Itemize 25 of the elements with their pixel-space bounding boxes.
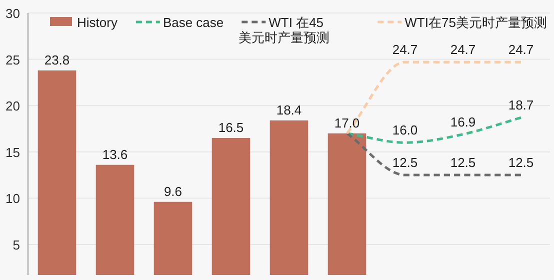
data-label: 24.7 xyxy=(508,42,534,58)
data-label: 17.0 xyxy=(334,115,360,130)
y-tick-label: 25 xyxy=(6,52,20,68)
data-label: 18.7 xyxy=(508,98,534,113)
legend-label: WTI 在45美元时产量预测 xyxy=(238,15,330,45)
data-label: 18.4 xyxy=(276,102,302,118)
data-label: 9.6 xyxy=(164,184,182,199)
data-label: 23.8 xyxy=(44,52,70,68)
data-label: 24.7 xyxy=(450,42,476,58)
y-tick-label: 5 xyxy=(12,237,20,252)
data-label: 16.0 xyxy=(392,122,418,138)
data-label: 13.6 xyxy=(102,146,128,162)
legend-label: WTI在75美元时产量预测 xyxy=(404,15,547,30)
data-label: 12.5 xyxy=(450,155,476,170)
data-label: 16.5 xyxy=(218,120,244,135)
y-tick-label: 15 xyxy=(6,144,20,160)
legend-label: Base case xyxy=(162,15,224,30)
y-tick-label: 30 xyxy=(6,6,20,21)
y-tick-label: 10 xyxy=(6,191,20,206)
y-tick-label: 20 xyxy=(6,98,20,114)
legend-label: History xyxy=(77,15,118,30)
data-label: 12.5 xyxy=(508,155,534,170)
data-label: 24.7 xyxy=(392,42,418,58)
data-label: 16.9 xyxy=(450,114,476,130)
data-label: 12.5 xyxy=(392,155,418,170)
